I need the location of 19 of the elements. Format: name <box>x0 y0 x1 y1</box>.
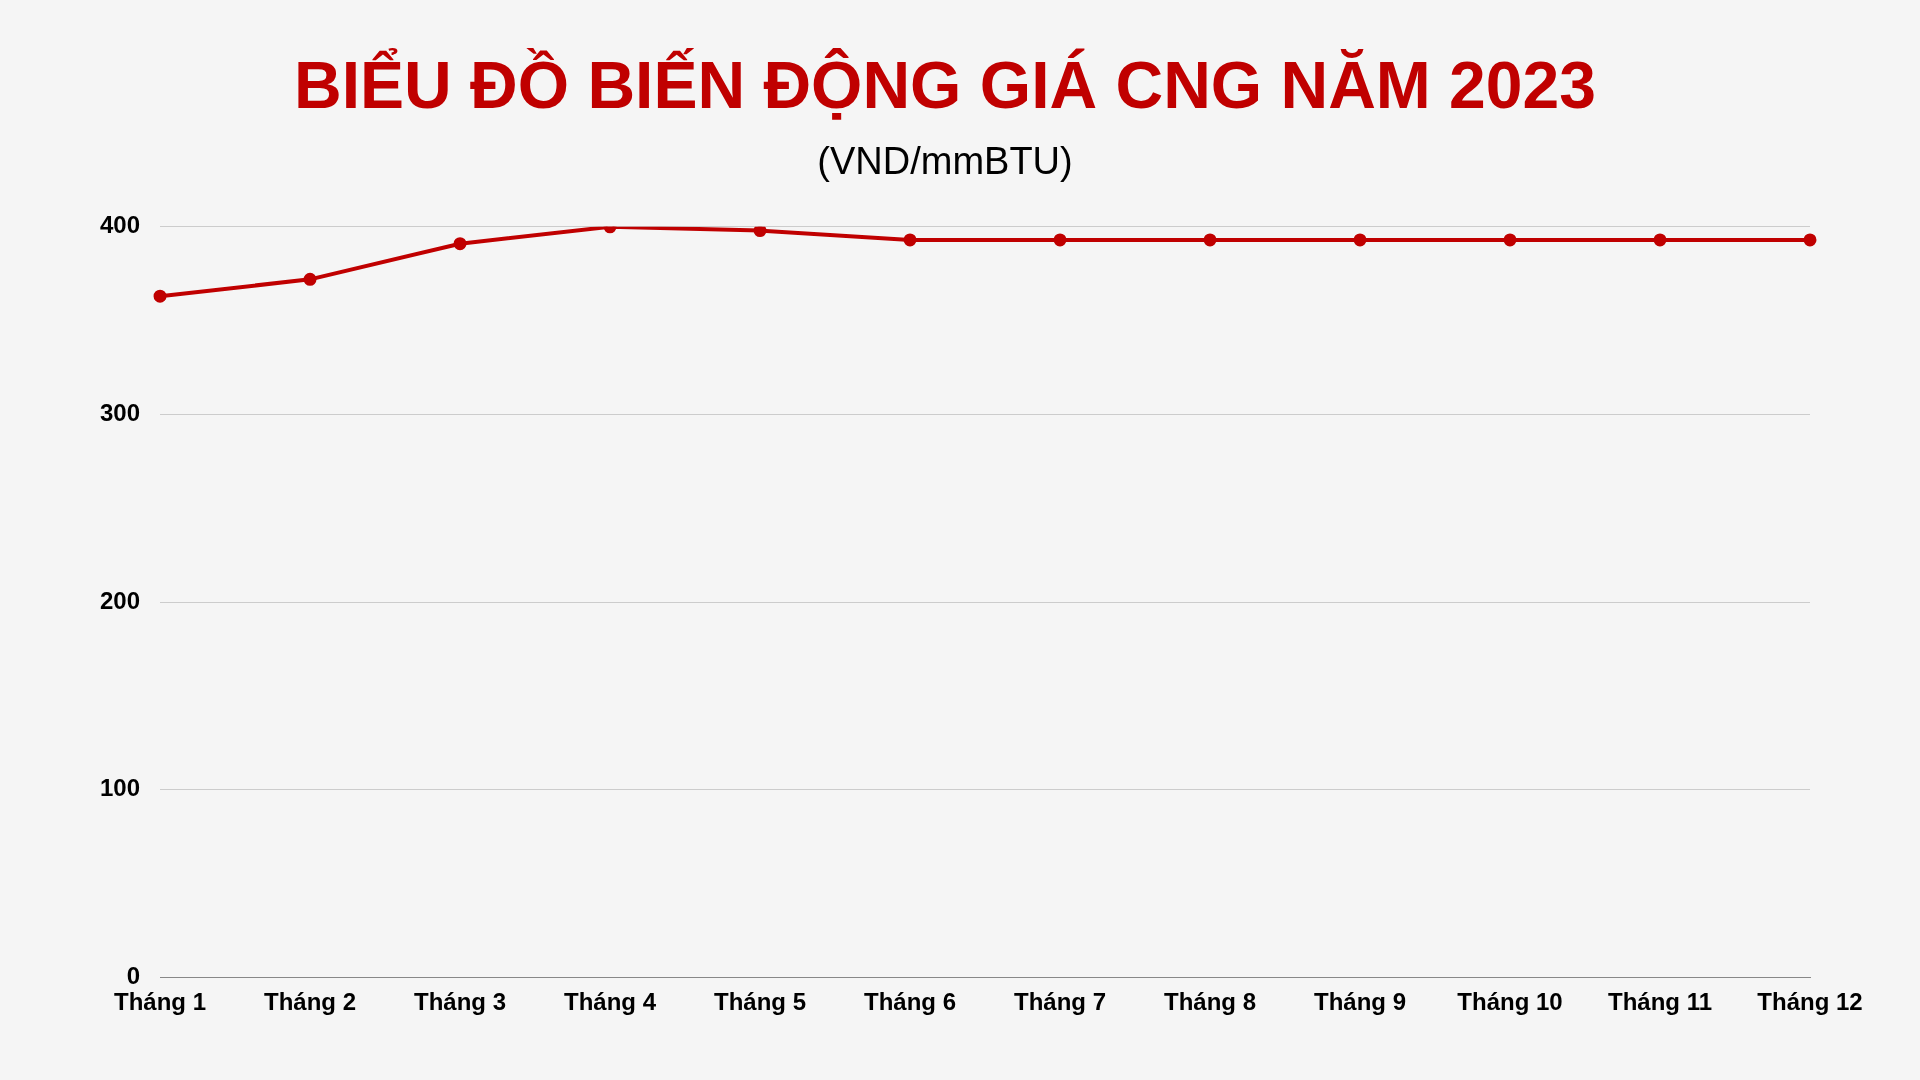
y-tick-label: 200 <box>100 586 141 614</box>
y-tick-label: 300 <box>100 399 141 427</box>
x-tick-label: Tháng 12 <box>1757 988 1863 1016</box>
x-tick-label: Tháng 10 <box>1457 988 1563 1016</box>
chart-subtitle: (VND/mmBTU) <box>817 140 1073 183</box>
x-tick-label: Tháng 3 <box>414 988 507 1016</box>
x-tick-label: Tháng 2 <box>264 988 357 1016</box>
x-tick-label: Tháng 6 <box>864 988 957 1016</box>
x-tick-label: Tháng 5 <box>714 988 807 1016</box>
x-tick-label: Tháng 4 <box>564 988 657 1016</box>
y-tick-label: 400 <box>100 211 141 239</box>
x-tick-label: Tháng 1 <box>114 988 207 1016</box>
y-tick-label: 0 <box>126 961 141 989</box>
x-tick-label: Tháng 9 <box>1314 988 1407 1016</box>
x-tick-label: Tháng 8 <box>1164 988 1257 1016</box>
chart-title: BIỂU ĐỒ BIẾN ĐỘNG GIÁ CNG NĂM 2023 <box>294 47 1596 122</box>
y-tick-label: 100 <box>100 774 141 802</box>
x-tick-label: Tháng 11 <box>1607 988 1713 1016</box>
x-tick-label: Tháng 7 <box>1014 988 1107 1016</box>
